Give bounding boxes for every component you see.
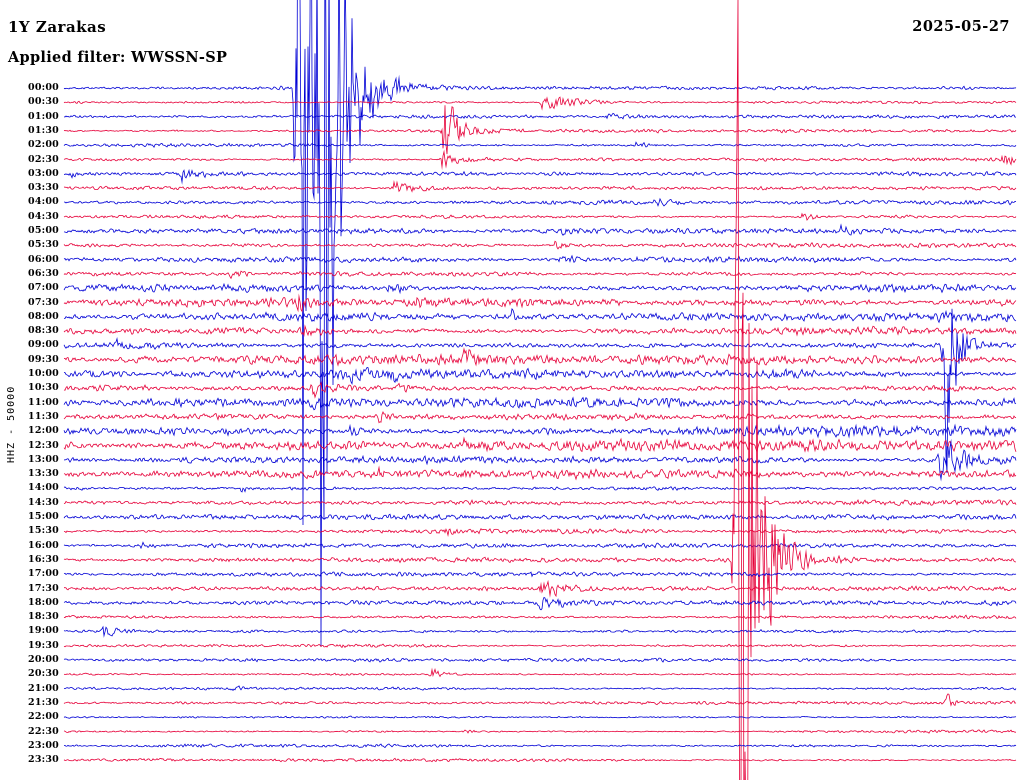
time-label: 06:30 — [28, 267, 59, 279]
time-label: 10:30 — [28, 382, 59, 394]
time-label: 13:00 — [28, 453, 59, 465]
time-label: 00:00 — [28, 82, 59, 93]
time-label: 18:00 — [28, 596, 59, 608]
time-label: 19:30 — [28, 639, 59, 651]
station-title: 1Y Zarakas — [8, 18, 107, 36]
time-label: 09:30 — [28, 353, 59, 365]
time-label: 19:00 — [28, 625, 59, 637]
time-label: 10:00 — [28, 368, 59, 379]
time-label: 00:30 — [28, 96, 59, 108]
time-label: 07:30 — [28, 296, 59, 308]
time-label: 16:30 — [28, 553, 59, 565]
time-label: 16:00 — [28, 539, 59, 551]
time-label: 03:00 — [28, 167, 59, 179]
time-label: 17:30 — [28, 582, 59, 594]
time-label: 01:00 — [28, 110, 59, 122]
time-label: 20:00 — [28, 654, 59, 665]
time-label: 12:30 — [28, 439, 59, 451]
time-label: 23:00 — [28, 739, 59, 751]
time-label: 05:30 — [28, 239, 59, 251]
time-label: 11:30 — [28, 410, 59, 422]
time-label: 04:00 — [28, 196, 59, 208]
time-label: 15:00 — [28, 511, 59, 522]
time-label: 22:00 — [28, 711, 59, 723]
time-label: 11:00 — [28, 396, 59, 408]
time-label: 04:30 — [28, 210, 59, 222]
applied-filter-label: Applied filter: WWSSN-SP — [8, 49, 228, 66]
time-label: 12:00 — [28, 425, 59, 437]
time-label: 09:00 — [28, 339, 59, 351]
time-label: 14:30 — [28, 496, 59, 508]
time-label: 18:30 — [28, 611, 59, 623]
time-label: 07:00 — [28, 282, 59, 294]
time-label: 23:30 — [28, 754, 59, 766]
time-label: 06:00 — [28, 253, 59, 265]
time-label: 02:30 — [28, 153, 59, 165]
time-label: 08:00 — [28, 310, 59, 322]
time-label: 21:30 — [28, 696, 59, 708]
time-label: 01:30 — [28, 124, 59, 136]
time-label: 08:30 — [28, 325, 59, 337]
time-label: 05:00 — [28, 225, 59, 236]
date-label: 2025-05-27 — [912, 18, 1010, 35]
time-label: 02:00 — [28, 139, 59, 151]
time-label: 20:30 — [28, 668, 59, 680]
time-label: 22:30 — [28, 725, 59, 737]
time-label: 03:30 — [28, 182, 59, 194]
time-label: 21:00 — [28, 682, 59, 694]
time-label: 14:00 — [28, 482, 59, 494]
time-label: 15:30 — [28, 525, 59, 537]
time-label: 13:30 — [28, 468, 59, 480]
time-label: 17:00 — [28, 568, 59, 580]
